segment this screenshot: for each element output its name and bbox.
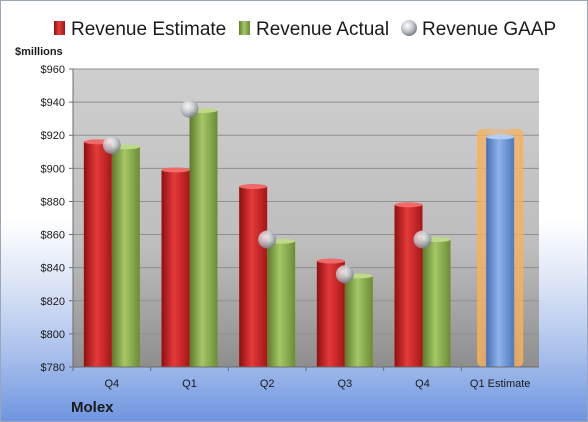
- x-tick-label: Q1: [182, 378, 197, 390]
- x-tick-label: Q2: [260, 378, 275, 390]
- bar-revenue-actual: [344, 275, 373, 367]
- marker-revenue-gaap: [335, 265, 354, 284]
- marker-revenue-gaap: [180, 99, 199, 118]
- x-tick-label: Q4: [104, 378, 119, 390]
- y-tick-label: $860: [41, 230, 65, 242]
- y-tick-label: $840: [41, 263, 65, 275]
- legend-swatch-actual: [239, 21, 250, 35]
- y-tick-label: $880: [41, 196, 65, 208]
- bar-revenue-actual: [267, 241, 296, 367]
- y-tick-label: $960: [41, 64, 65, 76]
- x-tick-label: Q1 Estimate: [470, 378, 531, 390]
- legend-label-gaap: Revenue GAAP: [422, 19, 556, 40]
- bar-revenue-estimate: [161, 169, 190, 367]
- bar-revenue-forecast: [486, 136, 515, 367]
- y-tick-label: $820: [41, 296, 65, 308]
- x-tick-label: Q4: [415, 378, 430, 390]
- legend-swatch-estimate: [54, 21, 65, 35]
- bar-revenue-estimate: [394, 204, 423, 367]
- x-axis-ticks: Q4 Q1 Q2 Q3 Q4 Q1 Estimate: [72, 367, 531, 390]
- y-tick-label: $940: [41, 97, 65, 109]
- bar-top-estimate: [239, 184, 268, 190]
- chart-legend: Revenue Estimate Revenue Actual Revenue …: [54, 19, 556, 40]
- bar-revenue-actual: [422, 239, 451, 367]
- company-name: Molex: [71, 399, 114, 416]
- plot-area: [73, 69, 539, 367]
- bar-top-estimate: [394, 202, 423, 208]
- marker-revenue-gaap: [413, 230, 432, 249]
- bar-top-estimate: [161, 167, 190, 173]
- bar-top-forecast: [486, 134, 515, 140]
- y-tick-label: $920: [41, 130, 65, 142]
- bar-revenue-actual: [189, 110, 218, 367]
- bar-top-estimate: [316, 258, 345, 264]
- marker-revenue-gaap: [258, 230, 277, 249]
- gaap-markers: [102, 99, 432, 284]
- y-tick-label: $780: [41, 362, 65, 374]
- legend-swatch-gaap: [401, 20, 417, 36]
- gridlines: [73, 68, 539, 335]
- bar-revenue-actual: [111, 146, 140, 367]
- bar-revenue-estimate: [83, 141, 112, 367]
- x-tick-label: Q3: [337, 378, 352, 390]
- legend-label-actual: Revenue Actual: [256, 19, 389, 40]
- y-axis-unit-label: $millions: [15, 46, 63, 58]
- bar-revenue-estimate: [239, 186, 268, 367]
- y-tick-label: $800: [41, 329, 65, 341]
- y-tick-label: $900: [41, 163, 65, 175]
- y-axis-ticks: $780 $800 $820 $840 $860 $880 $900 $920 $940 $960: [41, 64, 73, 374]
- marker-revenue-gaap: [102, 136, 121, 155]
- legend-label-estimate: Revenue Estimate: [71, 19, 226, 40]
